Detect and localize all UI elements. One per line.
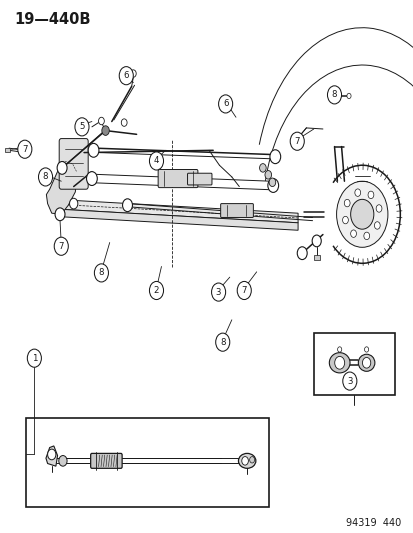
Circle shape <box>344 199 349 207</box>
Circle shape <box>367 191 373 199</box>
Text: 8: 8 <box>331 91 337 99</box>
Bar <box>5 148 10 152</box>
Polygon shape <box>64 200 297 223</box>
Text: 19—440B: 19—440B <box>14 12 91 27</box>
FancyBboxPatch shape <box>220 204 253 217</box>
Polygon shape <box>46 446 57 466</box>
Circle shape <box>55 208 65 221</box>
Circle shape <box>94 264 108 282</box>
Circle shape <box>259 164 266 172</box>
Circle shape <box>269 150 280 164</box>
Circle shape <box>149 152 163 170</box>
Text: 2: 2 <box>153 286 159 295</box>
Text: 6: 6 <box>222 100 228 108</box>
FancyBboxPatch shape <box>158 169 197 188</box>
Circle shape <box>38 168 52 186</box>
Circle shape <box>290 132 304 150</box>
Text: 3: 3 <box>215 288 221 296</box>
Circle shape <box>264 171 271 179</box>
Circle shape <box>54 237 68 255</box>
Text: 3: 3 <box>346 377 352 385</box>
Circle shape <box>130 70 136 77</box>
Circle shape <box>149 281 163 300</box>
Text: 7: 7 <box>241 286 247 295</box>
Circle shape <box>98 117 104 125</box>
Text: 8: 8 <box>43 173 48 181</box>
Bar <box>26 418 268 507</box>
FancyBboxPatch shape <box>187 173 211 185</box>
Text: 7: 7 <box>22 145 28 154</box>
Circle shape <box>342 216 347 224</box>
Circle shape <box>364 347 368 352</box>
Text: 8: 8 <box>219 338 225 346</box>
Circle shape <box>249 457 254 463</box>
Text: 5: 5 <box>79 123 85 131</box>
Circle shape <box>18 140 32 158</box>
Text: 4: 4 <box>153 157 159 165</box>
Circle shape <box>241 457 248 465</box>
Circle shape <box>375 205 381 212</box>
Circle shape <box>69 198 78 209</box>
Text: 1: 1 <box>31 354 37 362</box>
Circle shape <box>346 93 350 99</box>
Text: 7: 7 <box>58 242 64 251</box>
Circle shape <box>350 230 356 237</box>
Circle shape <box>211 283 225 301</box>
Circle shape <box>119 67 133 85</box>
Polygon shape <box>64 209 297 230</box>
Circle shape <box>267 179 278 192</box>
Circle shape <box>268 178 275 187</box>
Circle shape <box>75 118 89 136</box>
FancyBboxPatch shape <box>59 139 88 189</box>
Circle shape <box>122 199 132 212</box>
Circle shape <box>327 86 341 104</box>
Circle shape <box>218 95 232 113</box>
Circle shape <box>342 372 356 390</box>
Circle shape <box>47 449 56 460</box>
Polygon shape <box>46 165 76 214</box>
Circle shape <box>334 357 344 369</box>
Circle shape <box>27 349 41 367</box>
Bar <box>313 255 319 260</box>
Circle shape <box>237 281 251 300</box>
Circle shape <box>297 247 306 260</box>
Circle shape <box>363 232 369 240</box>
FancyBboxPatch shape <box>90 454 122 469</box>
Text: 7: 7 <box>294 137 299 146</box>
Ellipse shape <box>329 353 349 373</box>
Circle shape <box>311 235 320 247</box>
Ellipse shape <box>358 354 374 372</box>
Text: 6: 6 <box>123 71 129 80</box>
Circle shape <box>86 172 97 185</box>
Circle shape <box>57 161 67 174</box>
Circle shape <box>354 189 360 196</box>
Text: 94319  440: 94319 440 <box>346 518 401 528</box>
Circle shape <box>215 333 229 351</box>
Circle shape <box>102 126 109 135</box>
Circle shape <box>350 199 373 229</box>
Circle shape <box>59 456 67 466</box>
Text: 8: 8 <box>98 269 104 277</box>
Circle shape <box>337 347 341 352</box>
Circle shape <box>121 119 127 126</box>
Bar <box>313 333 394 395</box>
Circle shape <box>373 222 379 229</box>
Circle shape <box>88 143 99 157</box>
Circle shape <box>336 181 387 247</box>
Circle shape <box>362 358 370 368</box>
Ellipse shape <box>238 454 255 469</box>
